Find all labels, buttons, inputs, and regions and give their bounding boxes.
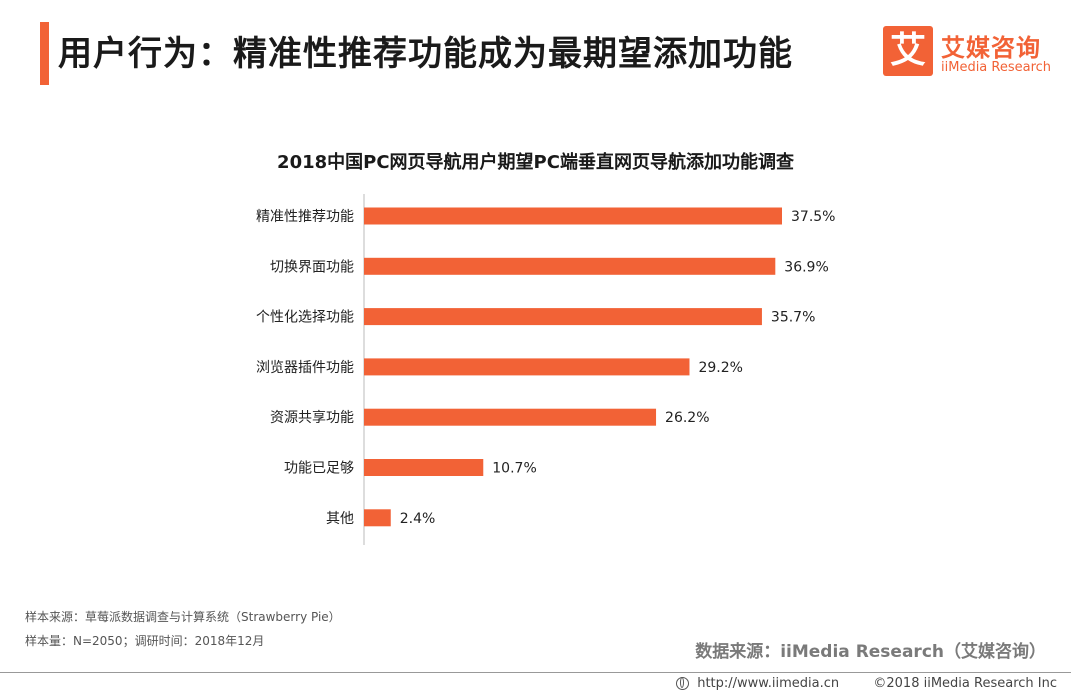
category-label: 资源共享功能 — [270, 409, 354, 426]
logo-chinese-name: 艾媒咨询 — [941, 34, 1041, 62]
bar — [364, 509, 391, 527]
bar — [364, 257, 776, 275]
footer-url[interactable]: http://www.iimedia.cn — [697, 676, 840, 691]
sample-size-note: 样本量：N=2050；调研时间：2018年12月 — [25, 634, 265, 648]
footer-divider — [0, 672, 1071, 673]
value-label: 2.4% — [400, 511, 436, 527]
data-source: 数据来源：iiMedia Research（艾媒咨询） — [695, 642, 1046, 662]
category-label: 切换界面功能 — [270, 258, 354, 275]
value-label: 10.7% — [492, 461, 536, 477]
sample-source-note: 样本来源：草莓派数据调查与计算系统（Strawberry Pie） — [25, 610, 341, 624]
chart-title: 2018中国PC网页导航用户期望PC端垂直网页导航添加功能调查 — [277, 152, 794, 173]
page-title: 用户行为：精准性推荐功能成为最期望添加功能 — [58, 34, 793, 74]
bar — [364, 408, 657, 426]
bar — [364, 207, 782, 225]
category-label: 个性化选择功能 — [256, 310, 354, 326]
bar — [364, 308, 762, 326]
brand-logo: 艾 艾媒咨询 iiMedia Research — [883, 26, 1053, 78]
bar — [364, 459, 484, 476]
value-label: 35.7% — [771, 310, 815, 326]
globe-icon — [676, 677, 690, 690]
value-label: 37.5% — [791, 209, 835, 225]
logo-english-name: iiMedia Research — [941, 60, 1052, 75]
title-accent-bar — [40, 22, 49, 85]
category-label: 其他 — [326, 511, 354, 527]
value-label: 26.2% — [665, 410, 709, 426]
bar — [364, 358, 690, 376]
logo-mark-icon: 艾 — [883, 26, 933, 76]
category-label: 功能已足够 — [284, 461, 354, 477]
category-label: 浏览器插件功能 — [256, 360, 354, 376]
category-label: 精准性推荐功能 — [256, 209, 354, 225]
value-label: 36.9% — [784, 259, 828, 275]
footer: http://www.iimedia.cn ©2018 iiMedia Rese… — [676, 676, 1057, 691]
value-label: 29.2% — [698, 360, 742, 376]
footer-copyright: ©2018 iiMedia Research Inc — [873, 676, 1057, 691]
